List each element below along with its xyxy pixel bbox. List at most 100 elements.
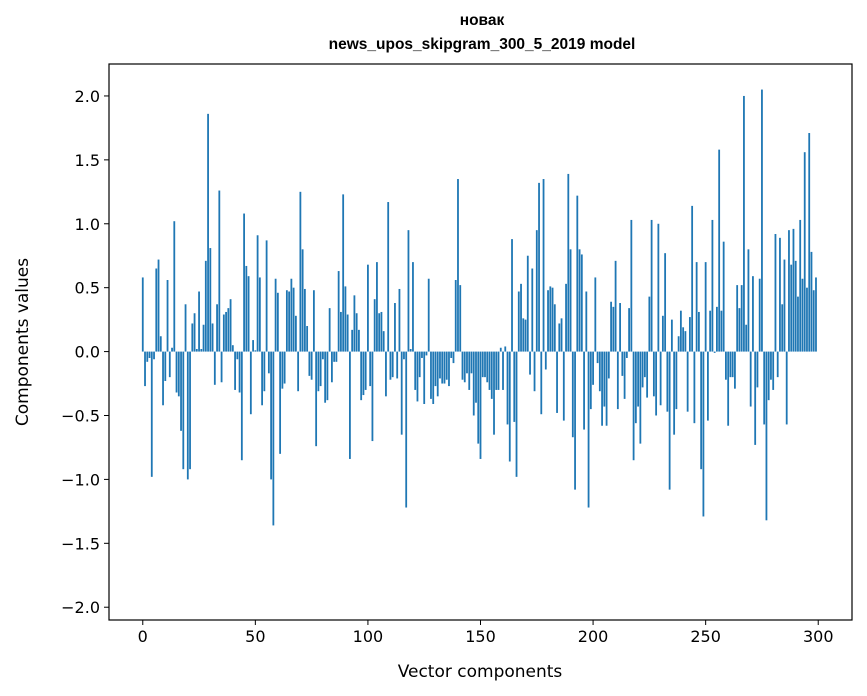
bar bbox=[520, 283, 522, 352]
y-axis: −2.0 −1.5 −1.0 −0.5 0.0 0.5 1.0 1.5 2.0 bbox=[61, 87, 109, 617]
bar bbox=[756, 351, 759, 388]
chart-subtitle: news_upos_skipgram_300_5_2019 model bbox=[329, 36, 636, 53]
bar bbox=[333, 351, 336, 362]
bar bbox=[727, 351, 730, 426]
bar bbox=[691, 205, 694, 352]
x-tick-label: 100 bbox=[353, 627, 384, 646]
bar bbox=[686, 351, 689, 412]
bar bbox=[213, 351, 216, 385]
bar bbox=[222, 314, 225, 352]
bar bbox=[585, 291, 588, 352]
bar bbox=[283, 351, 286, 384]
bar bbox=[157, 259, 160, 352]
bar bbox=[191, 323, 194, 352]
bar bbox=[274, 278, 277, 352]
bar bbox=[648, 296, 651, 352]
bar bbox=[175, 351, 178, 393]
bar bbox=[382, 331, 385, 352]
bar bbox=[553, 304, 556, 352]
bar bbox=[387, 202, 390, 352]
bar bbox=[231, 345, 234, 352]
bar bbox=[562, 351, 565, 421]
bar bbox=[806, 287, 808, 352]
bar bbox=[736, 285, 739, 352]
bar bbox=[240, 351, 243, 461]
bar bbox=[236, 351, 239, 360]
x-tick-label: 300 bbox=[803, 627, 834, 646]
bar bbox=[407, 230, 410, 352]
bar bbox=[389, 351, 392, 380]
bar bbox=[243, 213, 245, 352]
chart-title: новак bbox=[460, 12, 505, 29]
bar bbox=[164, 351, 167, 381]
bar bbox=[797, 296, 799, 352]
bar bbox=[700, 351, 703, 470]
bar bbox=[659, 351, 662, 406]
bar bbox=[148, 351, 151, 358]
bar bbox=[290, 278, 293, 352]
bar bbox=[560, 318, 563, 352]
bar bbox=[639, 351, 642, 444]
bar bbox=[238, 351, 241, 393]
bar bbox=[535, 230, 538, 352]
bar bbox=[211, 323, 214, 352]
bar bbox=[808, 133, 811, 352]
bar bbox=[652, 351, 655, 397]
bar bbox=[752, 276, 754, 352]
bar bbox=[204, 260, 207, 352]
bar bbox=[423, 351, 426, 404]
x-tick-label: 0 bbox=[138, 627, 148, 646]
bar bbox=[349, 351, 351, 459]
bar bbox=[276, 292, 279, 352]
bar bbox=[695, 262, 698, 352]
bar bbox=[763, 351, 766, 425]
x-tick-label: 200 bbox=[578, 627, 609, 646]
bar bbox=[403, 351, 405, 360]
bar bbox=[326, 351, 329, 401]
bar bbox=[661, 315, 664, 352]
bar bbox=[261, 351, 263, 406]
bar bbox=[538, 182, 540, 352]
bar bbox=[247, 276, 250, 352]
bar bbox=[439, 351, 441, 379]
bar bbox=[331, 351, 333, 383]
y-tick-label: −0.5 bbox=[61, 406, 100, 425]
bar bbox=[740, 285, 743, 352]
bar bbox=[574, 351, 576, 490]
bar bbox=[166, 280, 169, 352]
bar bbox=[258, 277, 261, 352]
bar bbox=[315, 351, 318, 447]
bar bbox=[513, 351, 516, 422]
bar bbox=[150, 351, 153, 477]
bar bbox=[734, 351, 736, 389]
bar bbox=[533, 351, 536, 392]
bar bbox=[182, 351, 185, 470]
bar bbox=[310, 351, 313, 380]
bar bbox=[245, 265, 248, 352]
bar bbox=[367, 264, 369, 352]
bar bbox=[459, 285, 462, 352]
bar bbox=[499, 347, 502, 352]
bar bbox=[409, 349, 412, 352]
bar bbox=[702, 351, 705, 517]
bar bbox=[344, 286, 347, 352]
bar bbox=[569, 249, 572, 352]
bar bbox=[698, 311, 700, 352]
bar bbox=[360, 351, 363, 401]
bar bbox=[371, 351, 374, 442]
bar bbox=[729, 351, 732, 378]
bar bbox=[725, 351, 727, 380]
bar bbox=[328, 308, 331, 352]
bar bbox=[673, 351, 676, 435]
bar bbox=[436, 351, 439, 397]
bar bbox=[288, 291, 291, 352]
bar bbox=[443, 351, 446, 384]
bar bbox=[743, 95, 745, 352]
bar bbox=[200, 349, 203, 352]
bar bbox=[688, 317, 691, 352]
bar bbox=[731, 351, 734, 378]
bar bbox=[396, 351, 399, 379]
bar bbox=[565, 283, 567, 352]
bar bbox=[256, 235, 259, 352]
bar bbox=[184, 304, 187, 352]
